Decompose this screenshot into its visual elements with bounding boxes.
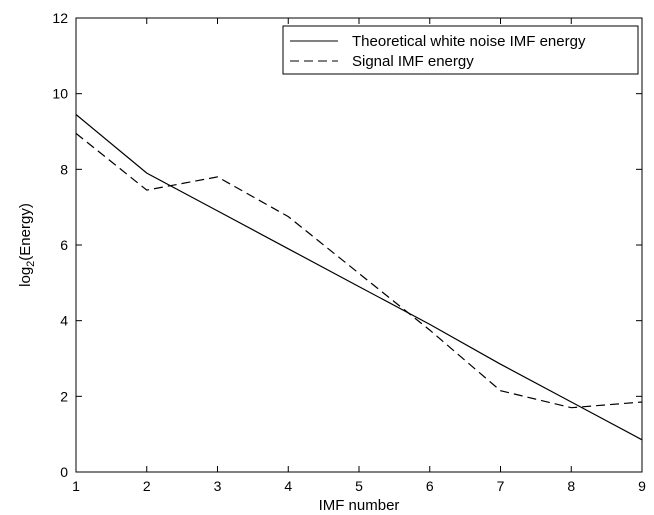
x-tick-label: 9	[638, 478, 646, 494]
y-tick-label: 8	[60, 161, 68, 177]
x-axis-label: IMF number	[319, 497, 400, 514]
y-tick-label: 4	[60, 313, 68, 329]
plot-area	[76, 18, 642, 472]
y-axis-label-sub: 2	[25, 261, 37, 267]
x-tick-label: 1	[72, 478, 80, 494]
legend-label-theoretical: Theoretical white noise IMF energy	[352, 33, 586, 50]
y-tick-label: 6	[60, 237, 68, 253]
x-tick-label: 4	[284, 478, 292, 494]
x-tick-label: 3	[214, 478, 222, 494]
legend: Theoretical white noise IMF energy Signa…	[282, 25, 639, 75]
x-tick-label: 2	[143, 478, 151, 494]
series-line-signal	[75, 132, 643, 409]
y-axis-label-main: log	[17, 267, 34, 287]
y-axis-label-rest: (Energy)	[17, 203, 34, 261]
x-tick-label: 7	[497, 478, 505, 494]
series-layer	[75, 114, 643, 441]
y-axis-label: log2(Energy)	[17, 203, 37, 287]
y-tick-label: 0	[60, 464, 68, 480]
y-tick-label: 10	[52, 86, 68, 102]
y-tick-label: 12	[52, 10, 68, 26]
x-tick-label: 6	[426, 478, 434, 494]
legend-label-signal: Signal IMF energy	[352, 53, 474, 70]
x-tick-label: 8	[567, 478, 575, 494]
y-tick-label: 2	[60, 388, 68, 404]
x-tick-label: 5	[355, 478, 363, 494]
legend-box	[282, 25, 639, 75]
